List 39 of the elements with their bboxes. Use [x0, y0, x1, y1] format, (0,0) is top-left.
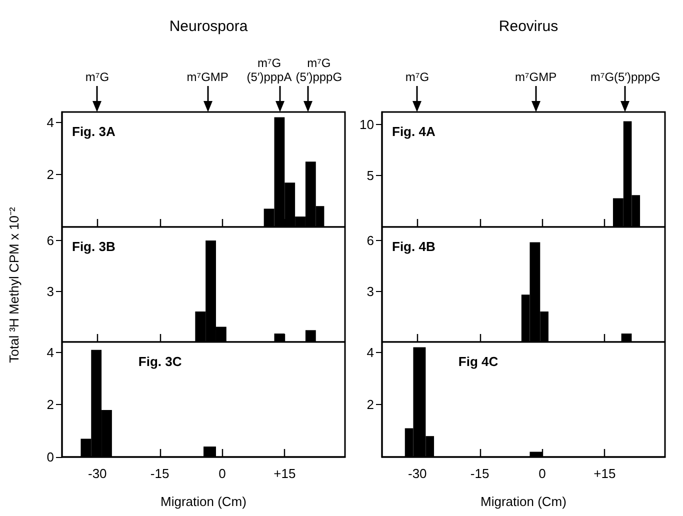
text: m⁷GMP: [186, 70, 228, 84]
annotation: Fig. 3C: [138, 354, 182, 369]
x-tick-label: -15: [470, 466, 490, 481]
x-tick-label: +15: [594, 466, 616, 481]
y-tick-label: 5: [366, 168, 374, 184]
text: m⁷G: [85, 70, 110, 84]
y-tick-label: 4: [46, 344, 54, 360]
annotation: Fig. 4A: [392, 124, 436, 139]
y-tick-label: 4: [46, 114, 54, 130]
annotation: Fig 4C: [458, 354, 498, 369]
annotation: Fig. 3A: [72, 124, 116, 139]
x-tick-label: -30: [88, 466, 107, 481]
y-axis-title: Total ³H Methyl CPM x 10⁻²: [6, 206, 22, 362]
y-tick-label: 4: [366, 344, 374, 360]
text: m⁷G: [405, 70, 430, 84]
y-tick-label: 3: [366, 284, 374, 299]
y-tick-label: 6: [366, 233, 374, 248]
text: m⁷G (5′)pppG: [296, 56, 342, 84]
y-tick-label: 2: [366, 397, 374, 412]
y-tick-label: 3: [46, 284, 54, 299]
annotation: Fig. 4B: [392, 239, 436, 254]
x-tick-label: -15: [150, 466, 170, 481]
y-tick-label: 2: [46, 397, 54, 412]
text: m⁷GMP: [514, 70, 557, 84]
y-tick-label: 0: [46, 450, 54, 464]
chart-title: Neurospora: [169, 18, 248, 35]
y-tick-label: 6: [46, 233, 54, 248]
x-tick-label: 0: [538, 466, 546, 481]
x-axis-title: Migration (Cm): [160, 494, 246, 509]
y-tick-label: 10: [360, 116, 374, 132]
annotation: Fig. 3B: [72, 239, 116, 254]
text: m⁷G(5′)pppG: [590, 70, 660, 84]
y-tick-label: 2: [46, 167, 54, 182]
x-axis-title: Migration (Cm): [480, 494, 566, 509]
x-tick-label: 0: [218, 466, 226, 481]
x-tick-label: +15: [274, 466, 296, 481]
text: m⁷G (5′)pppA: [246, 56, 292, 84]
x-tick-label: -30: [408, 466, 427, 481]
chart-title: Reovirus: [498, 18, 558, 35]
